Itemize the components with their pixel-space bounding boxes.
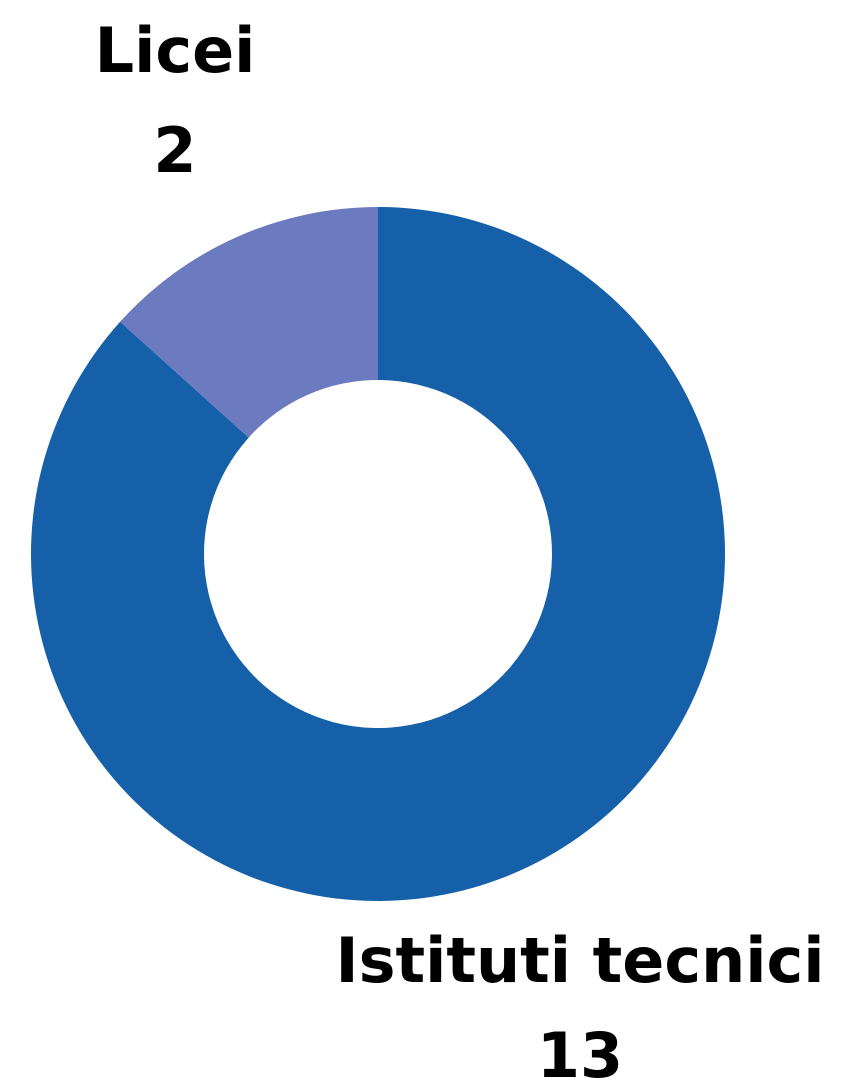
slice xyxy=(120,207,378,438)
slice-label: Licei xyxy=(95,14,256,87)
slice-value: 2 xyxy=(153,114,196,187)
slice-label: Istituti tecnici xyxy=(336,924,825,997)
slice xyxy=(30,207,725,901)
slice-value: 13 xyxy=(537,1019,623,1091)
